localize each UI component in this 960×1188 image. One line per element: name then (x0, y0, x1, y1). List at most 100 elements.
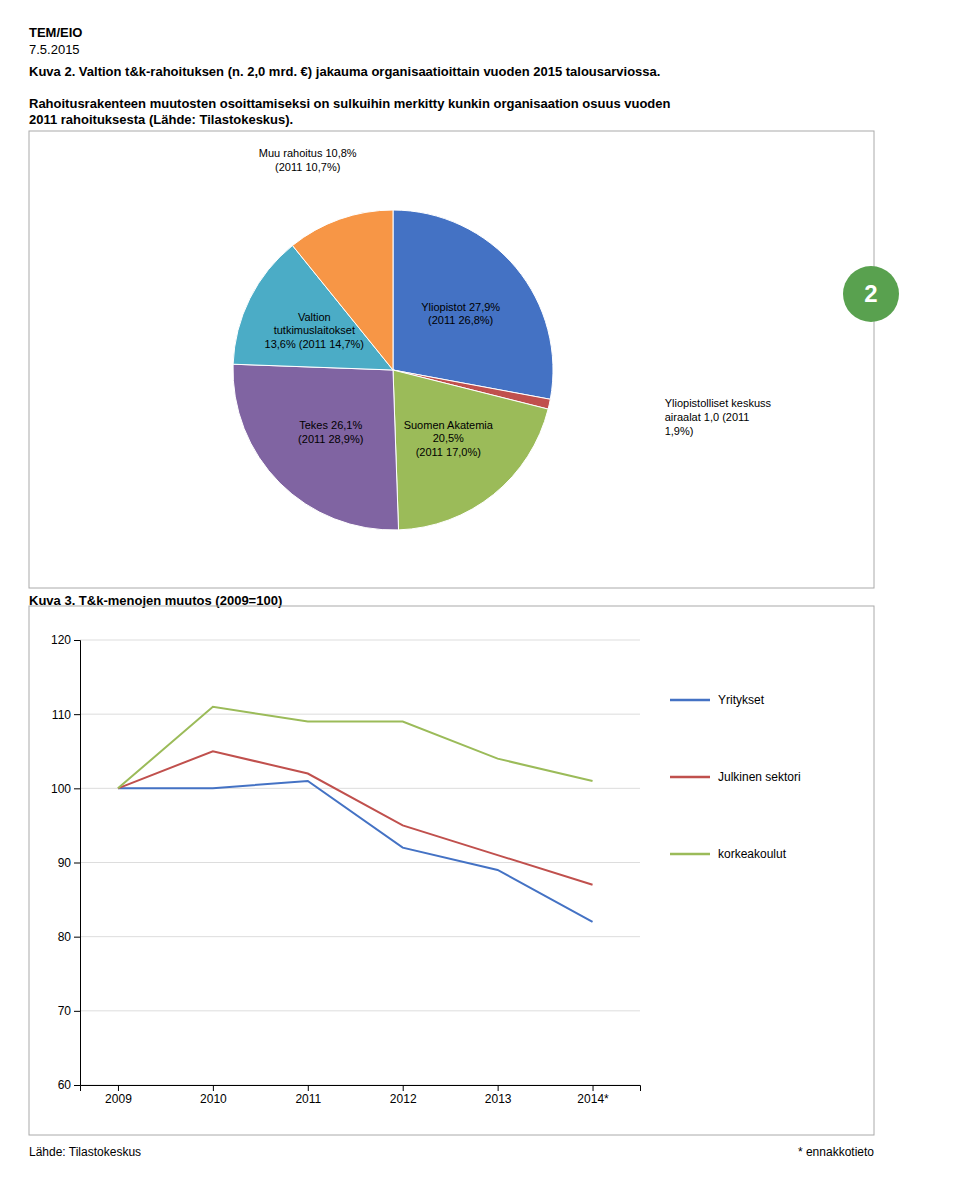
header-line: TEM/EIO (29, 25, 82, 40)
data-label: Suomen Akatemia20,5% (2011 17,0%) (404, 419, 494, 459)
footer: Lähde: Tilastokeskus (29, 1145, 141, 1159)
y-axis-tick-mark (74, 714, 80, 715)
x-axis-tick-mark (308, 1085, 309, 1091)
legend-swatch (670, 699, 710, 702)
y-axis-tick-label: 60 (58, 1078, 72, 1092)
x-axis-tick-mark (118, 1085, 119, 1091)
y-axis-tick-mark (74, 937, 80, 938)
x-axis-tick-label: 2012 (390, 1092, 417, 1106)
pie-slice (233, 364, 399, 530)
y-axis-tick-label: 110 (52, 708, 71, 722)
y-axis-tick-label: 100 (51, 782, 71, 796)
y-axis-tick: 70 (58, 1004, 80, 1018)
x-axis-tick-label: 2009 (105, 1092, 132, 1106)
y-axis-tick-mark (74, 1011, 80, 1012)
title-line: Kuva 2. Valtion t&k-rahoituksen (n. 2,0 … (29, 64, 660, 79)
data-label: Valtiontutkimuslaitokset 13,6% (2011 14,7… (265, 311, 364, 351)
grid-line (80, 714, 640, 715)
data-label-line: Valtion (298, 311, 331, 323)
x-axis-tick-label: 2011 (295, 1092, 321, 1106)
x-axis-tick-mark (403, 1085, 404, 1091)
frame (29, 131, 874, 588)
x-axis-tick: 2014* (577, 1085, 609, 1106)
subtitle: Rahoitusrakenteen muutosten osoittamisek… (29, 96, 671, 127)
grid-line (80, 936, 640, 937)
data-label-line: Yliopistolliset keskuss (665, 397, 772, 409)
line-chart: Kuva 3. T&k-menojen muutos (2009=100)200… (29, 593, 874, 1159)
data-label: Muu rahoitus 10,8% (2011 10,7%) (259, 147, 357, 173)
grid (80, 640, 640, 1085)
x-axis-tick-mark (213, 1085, 214, 1091)
legend: Yritykset Julkinen sektori korkeakoulut (670, 693, 801, 861)
data-label-line: tutkimuslaitokset (274, 324, 355, 336)
x-axis-tick-mark (498, 1085, 499, 1091)
data-label: Yliopistot 27,9%(2011 26,8%) (421, 301, 500, 327)
x-axis-line (81, 1086, 641, 1092)
data-label-line: (2011 10,7%) (275, 161, 340, 173)
line-series (118, 781, 593, 922)
x-axis-tick: 2012 (390, 1085, 417, 1106)
header: TEM/EIO (29, 25, 82, 40)
footer-line: * ennakkotieto (798, 1145, 874, 1159)
y-axis: 60 70 80 90 100 110 120 (51, 633, 81, 1092)
y-axis-tick-mark (74, 640, 80, 641)
x-axis-tick: 2011 (295, 1085, 321, 1106)
y-axis-tick: 120 (51, 633, 80, 647)
y-axis-tick-mark (74, 1085, 80, 1086)
plot-area (118, 707, 593, 922)
y-axis-tick: 90 (58, 856, 80, 870)
grid-line (80, 862, 640, 863)
legend-entry: Julkinen sektori (718, 770, 801, 784)
data-label-line: (2011 26,8%) (428, 314, 493, 326)
data-label-line: (2011 28,9%) (298, 433, 363, 445)
footer-line: Lähde: Tilastokeskus (29, 1145, 141, 1159)
x-axis-tick-label: 2013 (485, 1092, 512, 1106)
pie: Yliopistot 27,9%(2011 26,8%) Yliopistolli… (233, 147, 772, 530)
data-label: Yliopistolliset keskuss airaalat 1,0 (201… (665, 397, 772, 437)
y-axis-tick: 80 (58, 930, 80, 944)
data-label-line: Tekes 26,1% (299, 419, 362, 431)
y-axis-tick: 110 (52, 708, 80, 722)
data-label-line: Muu rahoitus 10,8% (259, 147, 357, 159)
legend-swatch (670, 853, 710, 856)
y-axis-tick-label: 80 (58, 930, 72, 944)
x-axis-tick: 2013 (485, 1085, 512, 1106)
y-axis-tick-label: 120 (51, 633, 71, 647)
grid-line (80, 1010, 640, 1011)
x-axis-tick-label: 2010 (200, 1092, 227, 1106)
y-axis-tick-mark (74, 788, 80, 789)
data-label-line: 13,6% (2011 14,7%) (265, 338, 364, 350)
line-series (118, 751, 593, 885)
header-date: 7.5.2015 (29, 42, 80, 57)
y-axis-tick-label: 70 (58, 1004, 72, 1018)
badge: 2 (843, 266, 899, 322)
data-label-line: airaalat 1,0 (2011 (665, 411, 750, 423)
pie-slice (393, 210, 553, 399)
legend-entry: korkeakoulut (718, 847, 787, 861)
pie-slice (393, 370, 548, 530)
legend-swatch (670, 776, 710, 779)
badge-text: 2 (864, 280, 877, 307)
pie-chart: TEM/EIO 7.5.2015 Kuva 2. Valtion t&k-rahoi… (29, 25, 899, 588)
data-label-line: Yliopistot 27,9% (421, 301, 500, 313)
y-axis-tick-label: 90 (58, 856, 72, 870)
header-date-line: 7.5.2015 (29, 42, 80, 57)
page: TEM/EIO 7.5.2015 Kuva 2. Valtion t&k-rahoi… (0, 0, 960, 1188)
line-series (118, 707, 593, 789)
data-label-line: 1,9%) (665, 425, 694, 437)
data-label-line: 20,5% (433, 432, 464, 444)
x-axis-tick: 2010 (200, 1085, 227, 1106)
title: Kuva 2. Valtion t&k-rahoituksen (n. 2,0 … (29, 64, 660, 79)
data-label-line: Suomen Akatemia (404, 419, 494, 431)
subtitle-line: 2011 rahoituksesta (Lähde: Tilastokeskus… (29, 112, 293, 127)
data-label-line: (2011 17,0%) (416, 446, 481, 458)
data-label: Tekes 26,1% (2011 28,9%) (298, 419, 363, 445)
y-axis-tick-mark (74, 863, 80, 864)
subtitle-line: Rahoitusrakenteen muutosten osoittamisek… (29, 96, 671, 111)
legend-entry: Yritykset (718, 693, 765, 707)
grid-line (80, 640, 640, 641)
x-axis-tick: 2009 (105, 1085, 132, 1106)
x-axis: 2009 2010 2011 2012 2013 2014* (81, 1085, 641, 1106)
y-axis-tick: 60 (58, 1078, 80, 1092)
y-axis-tick: 100 (51, 782, 80, 796)
